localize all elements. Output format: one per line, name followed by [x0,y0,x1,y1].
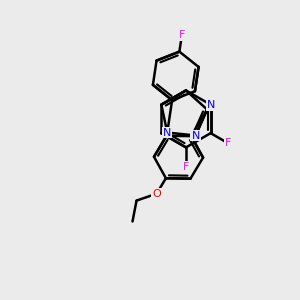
Text: N: N [191,130,200,140]
Text: F: F [183,162,189,172]
Text: N: N [163,128,171,137]
Text: O: O [152,189,161,199]
Text: N: N [206,100,215,110]
Text: F: F [224,138,231,148]
Text: F: F [178,31,185,40]
